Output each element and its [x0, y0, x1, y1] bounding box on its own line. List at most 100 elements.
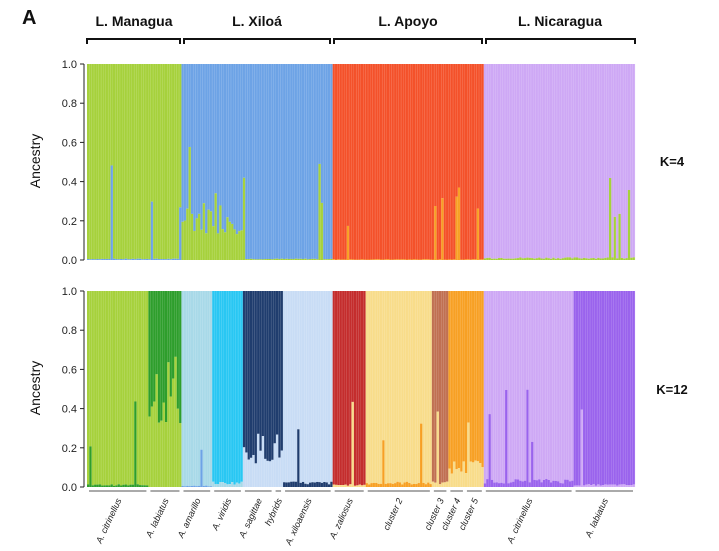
ancestry-bar-minor-1-80: [275, 434, 279, 487]
ancestry-bar-main-1-210: [583, 291, 586, 486]
ancestry-bar-minor-0-195: [547, 258, 551, 260]
ancestry-bar-minor-0-33: [164, 259, 168, 260]
ancestry-bar-main-0-130: [394, 64, 397, 260]
ancestry-bar-minor-0-19: [131, 258, 135, 260]
ancestry-bar-main-1-208: [578, 291, 581, 486]
ancestry-bar-main-1-129: [391, 291, 395, 484]
ancestry-bar-main-0-231: [632, 64, 636, 258]
ancestry-bar-minor-1-62: [233, 484, 236, 487]
ancestry-bar-minor-0-43: [188, 147, 191, 260]
ancestry-bar-minor-1-71: [254, 463, 258, 487]
ancestry-bar-minor-0-106: [337, 259, 340, 260]
ancestry-bar-main-0-93: [306, 64, 310, 260]
ancestry-bar-main-1-82: [280, 291, 284, 451]
ancestry-bar-main-1-113: [353, 291, 357, 486]
ancestry-bar-main-0-206: [573, 64, 576, 258]
ancestry-bar-minor-1-163: [472, 462, 475, 487]
ancestry-bar-minor-1-77: [268, 461, 272, 487]
ancestry-bar-main-1-64: [238, 291, 241, 484]
bracket-managua: [86, 38, 181, 44]
ancestry-bar-main-0-162: [469, 64, 473, 260]
ancestry-bar-minor-1-70: [252, 454, 255, 487]
ancestry-bar-minor-0-182: [516, 258, 520, 260]
ancestry-bar-main-0-33: [164, 64, 168, 260]
ancestry-bar-main-0-211: [585, 64, 588, 259]
ancestry-bar-main-0-150: [441, 64, 444, 199]
ancestry-bar-main-0-171: [490, 64, 494, 259]
ancestry-bar-main-0-153: [448, 64, 451, 260]
ancestry-bar-main-1-101: [325, 291, 328, 483]
ancestry-bar-main-1-165: [476, 291, 480, 462]
ancestry-bar-main-0-143: [424, 64, 428, 260]
ancestry-bar-main-0-165: [476, 64, 480, 209]
ancestry-bar-minor-1-124: [379, 483, 383, 487]
ancestry-bar-main-1-14: [120, 291, 123, 486]
ancestry-bar-main-1-144: [427, 291, 430, 483]
ancestry-bar-main-0-154: [450, 64, 454, 260]
ancestry-bar-minor-0-209: [580, 258, 584, 260]
ancestry-bar-main-0-23: [141, 64, 144, 260]
ancestry-bar-minor-0-81: [278, 259, 281, 260]
ancestry-bar-main-0-56: [219, 64, 222, 206]
ancestry-bar-minor-1-225: [618, 484, 621, 487]
ancestry-bar-minor-1-58: [224, 482, 227, 487]
ancestry-bar-minor-1-224: [616, 485, 619, 487]
ancestry-bar-minor-1-150: [441, 482, 444, 487]
ancestry-bar-main-1-158: [460, 291, 463, 472]
ancestry-bar-main-0-29: [155, 64, 158, 259]
ancestry-bar-main-1-217: [599, 291, 602, 486]
ancestry-bar-minor-1-152: [446, 481, 449, 487]
ancestry-bar-minor-0-111: [349, 259, 352, 260]
ancestry-bar-main-0-11: [112, 64, 116, 259]
ancestry-bar-main-1-42: [186, 291, 189, 486]
ancestry-bar-main-1-60: [228, 291, 232, 485]
ancestry-bar-main-0-88: [294, 64, 298, 259]
ancestry-bar-main-0-102: [327, 64, 331, 260]
ancestry-bar-main-1-220: [606, 291, 610, 485]
ancestry-bar-minor-0-29: [155, 258, 158, 260]
ancestry-bar-minor-0-215: [594, 258, 598, 260]
ancestry-bar-minor-1-82: [280, 450, 284, 487]
ancestry-bar-main-1-124: [379, 291, 383, 484]
ancestry-bar-main-1-160: [464, 291, 468, 474]
ancestry-bar-main-0-78: [271, 64, 274, 260]
ancestry-bar-main-1-2: [91, 291, 95, 486]
ancestry-bar-minor-1-177: [505, 390, 508, 487]
ancestry-bar-main-1-21: [136, 291, 140, 485]
ancestry-bar-main-1-127: [386, 291, 390, 484]
ancestry-bar-minor-1-84: [285, 482, 288, 487]
ancestry-bar-minor-0-99: [320, 202, 324, 260]
ancestry-bar-main-0-54: [214, 64, 217, 194]
ancestry-bar-main-1-29: [155, 291, 158, 375]
ancestry-bar-main-0-40: [181, 64, 184, 222]
ancestry-bar-main-1-33: [164, 291, 168, 423]
ancestry-bar-main-0-201: [561, 64, 565, 259]
ancestry-bar-main-1-36: [172, 291, 175, 379]
ancestry-bar-main-0-9: [108, 64, 111, 259]
ancestry-bar-minor-0-45: [193, 231, 196, 260]
ancestry-bar-main-0-91: [301, 64, 305, 260]
ancestry-bar-minor-0-12: [115, 259, 118, 260]
ancestry-bar-main-0-192: [540, 64, 543, 259]
ancestry-bar-minor-0-109: [344, 259, 347, 260]
ancestry-bar-minor-0-231: [632, 257, 636, 260]
ancestry-bar-main-0-28: [153, 64, 156, 259]
panel-letter: A: [22, 7, 36, 29]
ancestry-bar-minor-0-161: [467, 259, 470, 260]
ancestry-bar-minor-1-88: [294, 481, 298, 487]
ancestry-bar-minor-1-40: [181, 485, 184, 487]
ancestry-bar-minor-0-157: [457, 187, 461, 260]
ancestry-bar-main-0-59: [226, 64, 229, 218]
ancestry-bar-minor-0-16: [124, 258, 128, 260]
ancestry-bar-main-0-113: [353, 64, 357, 260]
ancestry-bar-main-0-221: [609, 64, 612, 179]
ancestry-bar-minor-1-170: [488, 414, 491, 487]
ancestry-bar-main-1-139: [415, 291, 418, 485]
ancestry-bar-main-0-124: [379, 64, 383, 260]
ancestry-bar-main-0-180: [512, 64, 515, 259]
ancestry-bar-minor-0-169: [486, 257, 489, 260]
group-label-8: cluster 2: [381, 497, 404, 532]
group-label-6: A. xiloaensis: [283, 496, 314, 547]
ancestry-bar-main-1-53: [212, 291, 215, 482]
ancestry-bar-minor-0-191: [538, 257, 541, 260]
